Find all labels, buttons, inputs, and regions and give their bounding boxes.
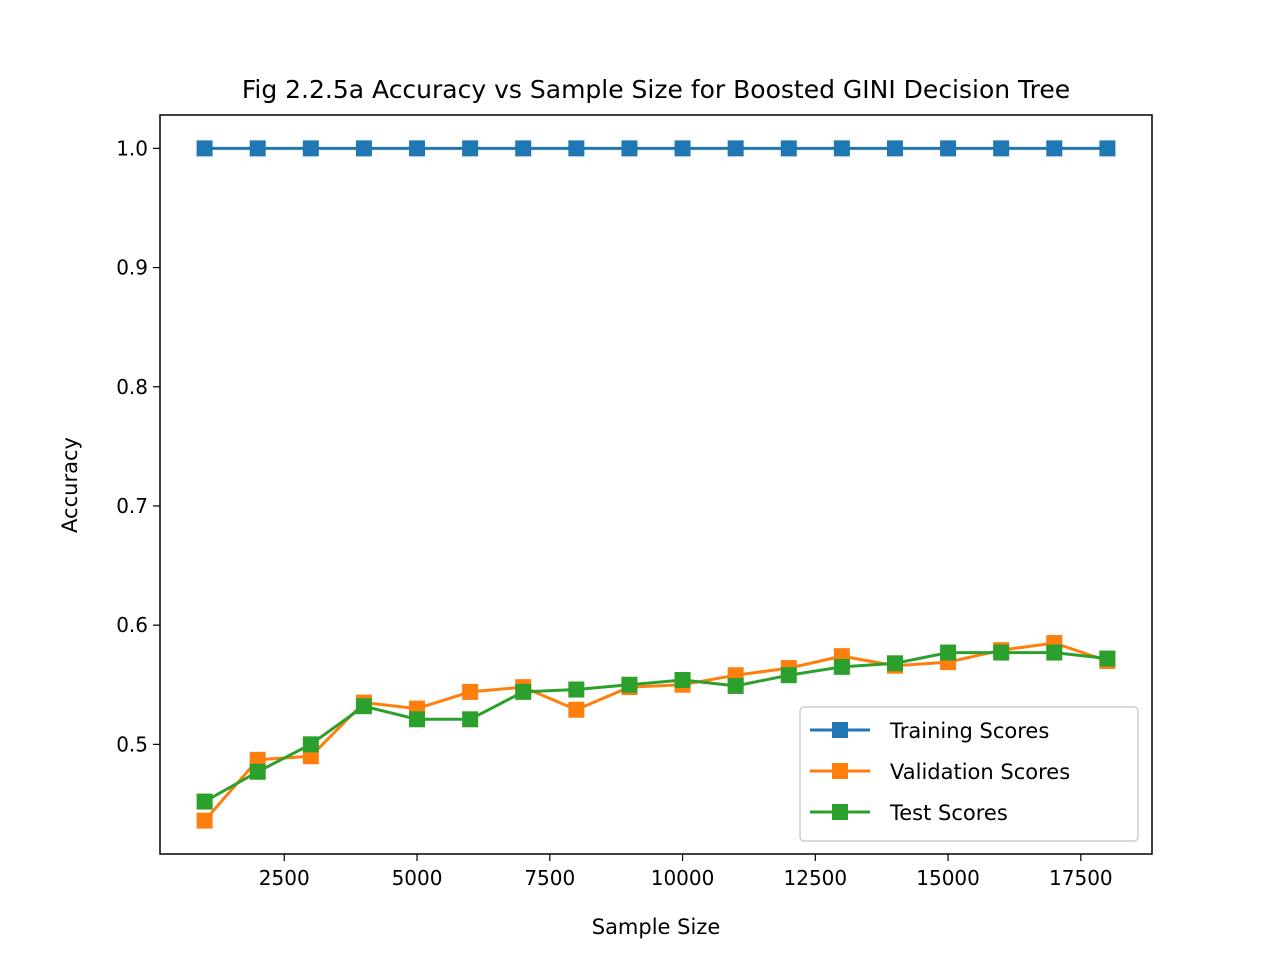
data-point-marker	[409, 140, 426, 157]
data-point-marker	[355, 140, 372, 157]
data-point-marker	[727, 140, 744, 157]
data-point-marker	[780, 667, 797, 684]
data-point-marker	[249, 140, 266, 157]
legend-label: Validation Scores	[890, 760, 1070, 784]
x-tick-label: 7500	[524, 866, 575, 890]
plot-area-frame	[159, 114, 1153, 855]
data-point-marker	[462, 140, 479, 157]
data-point-marker	[196, 793, 213, 810]
data-point-marker	[940, 140, 957, 157]
series-line	[203, 651, 1108, 803]
data-point-marker	[462, 683, 479, 700]
series-test-scores	[196, 644, 1116, 810]
legend-marker	[832, 804, 848, 820]
y-tick-label: 0.9	[116, 256, 148, 280]
x-tick-label: 17500	[1049, 866, 1113, 890]
data-point-marker	[409, 711, 426, 728]
data-point-marker	[833, 658, 850, 675]
y-tick-label: 0.5	[116, 732, 148, 756]
data-point-marker	[462, 711, 479, 728]
data-point-marker	[515, 140, 532, 157]
y-tick-label: 0.8	[116, 375, 148, 399]
data-point-marker	[674, 671, 691, 688]
data-point-marker	[886, 140, 903, 157]
legend-marker	[832, 722, 848, 738]
legend-item: Training Scores	[810, 719, 1049, 743]
data-point-marker	[1099, 140, 1116, 157]
legend: Training Scores Validation Scores Test Sco…	[799, 706, 1139, 842]
data-point-marker	[302, 736, 319, 753]
legend-marker	[832, 763, 848, 779]
y-tick-label: 0.7	[116, 494, 148, 518]
data-point-marker	[568, 681, 585, 698]
series-training-scores	[196, 140, 1116, 157]
data-point-marker	[568, 701, 585, 718]
data-point-marker	[1099, 650, 1116, 667]
chart-title: Fig 2.2.5a Accuracy vs Sample Size for B…	[242, 75, 1070, 104]
series-layer	[196, 140, 1116, 829]
y-tick-label: 0.6	[116, 613, 148, 637]
data-point-marker	[780, 140, 797, 157]
data-point-marker	[833, 140, 850, 157]
x-tick-label: 5000	[392, 866, 443, 890]
data-point-marker	[993, 140, 1010, 157]
data-point-marker	[621, 676, 638, 693]
legend-box	[799, 706, 1139, 842]
data-point-marker	[249, 763, 266, 780]
data-point-marker	[196, 812, 213, 829]
data-point-marker	[1046, 140, 1063, 157]
data-point-marker	[621, 140, 638, 157]
data-point-marker	[1046, 644, 1063, 661]
data-point-marker	[674, 140, 691, 157]
data-point-marker	[196, 140, 213, 157]
y-axis-ticks: 0.5 0.6 0.7 0.8 0.9 1.0	[116, 136, 160, 756]
data-point-marker	[355, 698, 372, 715]
x-axis-ticks: 2500 5000 7500 10000 12500 15000 17500	[259, 854, 1113, 890]
legend-label: Test Scores	[889, 801, 1008, 825]
data-point-marker	[302, 140, 319, 157]
data-point-marker	[515, 683, 532, 700]
legend-item: Validation Scores	[810, 760, 1070, 784]
x-tick-label: 12500	[784, 866, 848, 890]
y-axis-label: Accuracy	[58, 437, 82, 533]
x-axis-label: Sample Size	[592, 915, 721, 939]
y-tick-label: 1.0	[116, 136, 148, 160]
data-point-marker	[940, 644, 957, 661]
x-tick-label: 15000	[916, 866, 980, 890]
x-tick-label: 10000	[651, 866, 715, 890]
x-tick-label: 2500	[259, 866, 310, 890]
data-point-marker	[568, 140, 585, 157]
data-point-marker	[993, 644, 1010, 661]
legend-item: Test Scores	[810, 801, 1008, 825]
data-point-marker	[727, 677, 744, 694]
legend-label: Training Scores	[889, 719, 1049, 743]
data-point-marker	[886, 655, 903, 672]
